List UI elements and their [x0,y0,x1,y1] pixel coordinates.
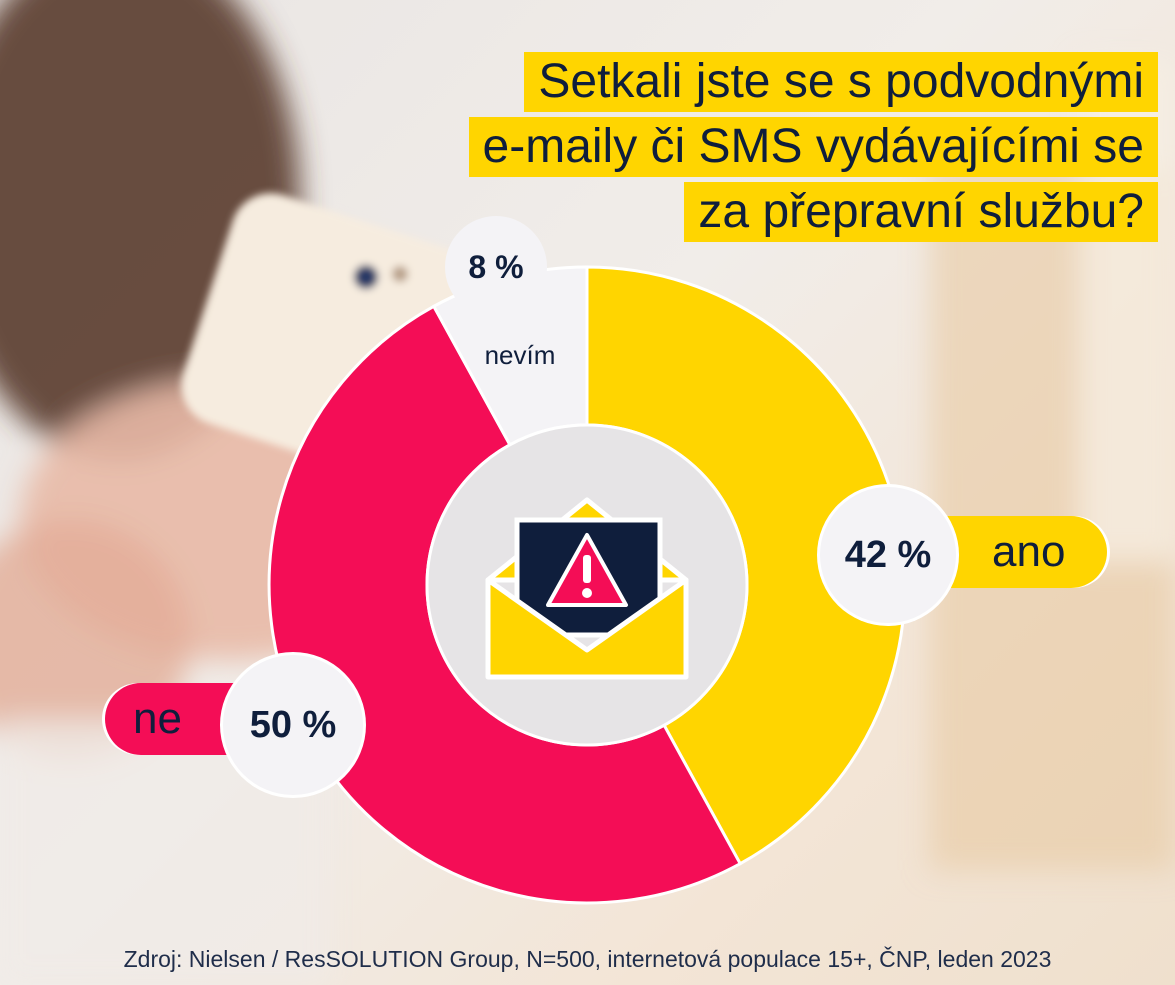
source-note: Zdroj: Nielsen / ResSOLUTION Group, N=50… [123,946,1052,972]
title-line-1: Setkali jste se s podvodnými [524,52,1158,112]
ano-value-label: 42 % [820,487,956,623]
nevim-value-label: 8 % [445,216,547,318]
title-line-3: za přepravní službu? [684,182,1158,242]
ne-value-label: 50 % [223,655,363,795]
title-line-2: e-maily či SMS vydávajícími se [468,117,1158,177]
nevim-label: nevím [484,340,556,370]
envelope-warning-icon [485,497,689,680]
